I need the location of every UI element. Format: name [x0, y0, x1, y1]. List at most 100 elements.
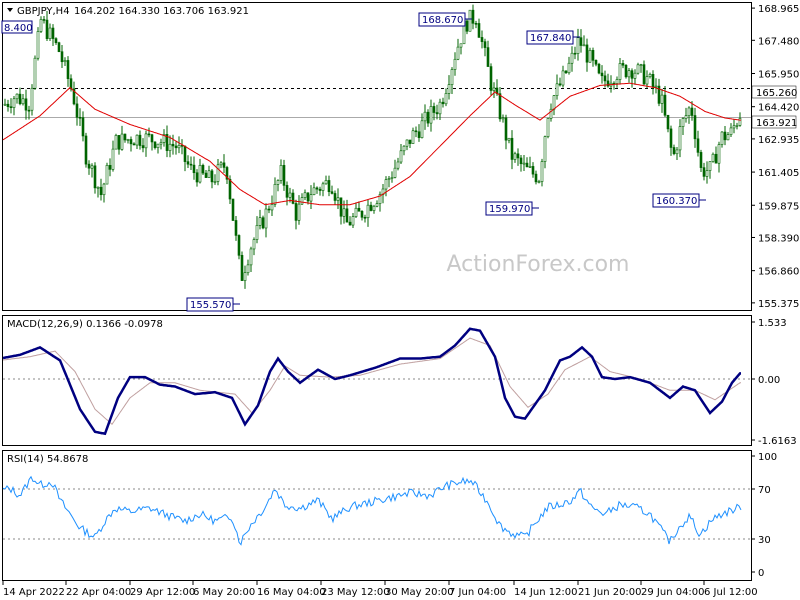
candle-body — [645, 76, 649, 85]
candle-body — [513, 153, 517, 160]
candle-body — [357, 207, 361, 212]
svg-text:165.260: 165.260 — [756, 88, 797, 99]
candle-body — [87, 163, 91, 169]
candle-body — [423, 111, 427, 122]
annotation-167840: 167.840 — [526, 30, 580, 45]
annotation-8400: 8.400 — [1, 20, 33, 34]
candle-body — [177, 145, 181, 149]
candle-body — [339, 197, 343, 217]
candle-body — [168, 143, 172, 151]
macd-line — [2, 327, 741, 436]
candle-body — [663, 94, 667, 116]
candle-body — [555, 83, 559, 97]
candle-body — [348, 221, 352, 226]
candle-body — [438, 101, 442, 115]
candle-body — [681, 118, 685, 127]
candle-body — [627, 70, 631, 78]
candle-body — [654, 85, 658, 88]
candle-body — [222, 162, 226, 168]
price-tick-label: 164.420 — [758, 103, 799, 114]
time-tick-label: 16 May 04:00 — [257, 587, 326, 598]
candle-body — [72, 88, 76, 105]
candle-body — [624, 64, 628, 78]
candle-body — [603, 75, 607, 82]
price-tick-label: 162.935 — [758, 135, 799, 146]
candle-body — [252, 239, 256, 250]
svg-text:1.533: 1.533 — [758, 318, 787, 329]
candle-body — [126, 139, 130, 141]
candle-body — [387, 178, 391, 180]
candle-body — [117, 135, 121, 150]
candle-body — [696, 138, 700, 153]
candle-body — [282, 165, 286, 186]
candle-body — [465, 20, 469, 32]
price-tick-label: 167.480 — [758, 36, 799, 47]
candle-body — [18, 93, 22, 105]
candle-body — [309, 194, 313, 202]
candle-body — [3, 103, 7, 106]
candle-body — [288, 192, 292, 198]
candle-body — [264, 208, 268, 229]
candle-body — [546, 118, 550, 137]
candle-body — [723, 131, 727, 141]
candle-body — [375, 203, 379, 207]
svg-text:8.400: 8.400 — [4, 23, 33, 34]
candle-body — [6, 103, 10, 107]
candle-body — [318, 188, 322, 191]
candle-body — [198, 165, 202, 183]
candle-body — [717, 144, 721, 164]
candle-body — [291, 192, 295, 204]
candle-body — [579, 37, 583, 46]
candle-body — [621, 63, 625, 66]
candle-body — [156, 143, 160, 148]
candlesticks — [3, 4, 742, 289]
candle-body — [165, 134, 169, 151]
time-tick-label: 6 May 20:00 — [193, 587, 255, 598]
price-tick-label: 168.965 — [758, 4, 799, 15]
candle-body — [528, 166, 532, 168]
candle-body — [597, 63, 601, 74]
macd-panel — [2, 315, 752, 446]
candle-body — [102, 183, 106, 196]
candle-body — [450, 69, 454, 85]
candle-body — [132, 143, 136, 146]
candle-body — [21, 98, 25, 105]
candle-body — [567, 62, 571, 74]
svg-text:-1.6163: -1.6163 — [758, 436, 797, 447]
candle-body — [180, 145, 184, 147]
candle-body — [414, 130, 418, 133]
candle-body — [684, 115, 688, 119]
candle-body — [738, 118, 742, 126]
candle-body — [258, 217, 262, 226]
time-tick-label: 29 Apr 12:00 — [130, 587, 195, 598]
candle-body — [153, 141, 157, 148]
candle-body — [435, 112, 439, 115]
candle-body — [420, 120, 424, 138]
candle-body — [426, 111, 430, 124]
candle-body — [342, 208, 346, 217]
candle-body — [360, 210, 364, 218]
time-tick-label: 21 Jun 20:00 — [578, 587, 642, 598]
time-tick-label: 30 May 20:00 — [385, 587, 454, 598]
candle-body — [489, 66, 493, 91]
candle-body — [60, 51, 64, 63]
annotation-155570: 155.570 — [186, 297, 240, 312]
candle-body — [405, 139, 409, 147]
candle-body — [525, 162, 529, 168]
price-tick-label: 161.405 — [758, 168, 799, 179]
candle-body — [408, 139, 412, 144]
candle-body — [246, 264, 250, 274]
candle-body — [690, 107, 694, 116]
candle-body — [726, 134, 730, 141]
candle-body — [714, 153, 718, 164]
candle-body — [204, 172, 208, 178]
price-y-axis: 168.965 167.480 165.950 164.420 162.935 161.4… — [751, 4, 799, 310]
svg-text:168.670: 168.670 — [422, 15, 463, 26]
candle-body — [540, 161, 544, 182]
candle-body — [591, 50, 595, 61]
candle-body — [483, 41, 487, 48]
candle-body — [522, 162, 526, 165]
macd-y-axis: 1.533 0.00 -1.6163 — [751, 318, 797, 447]
